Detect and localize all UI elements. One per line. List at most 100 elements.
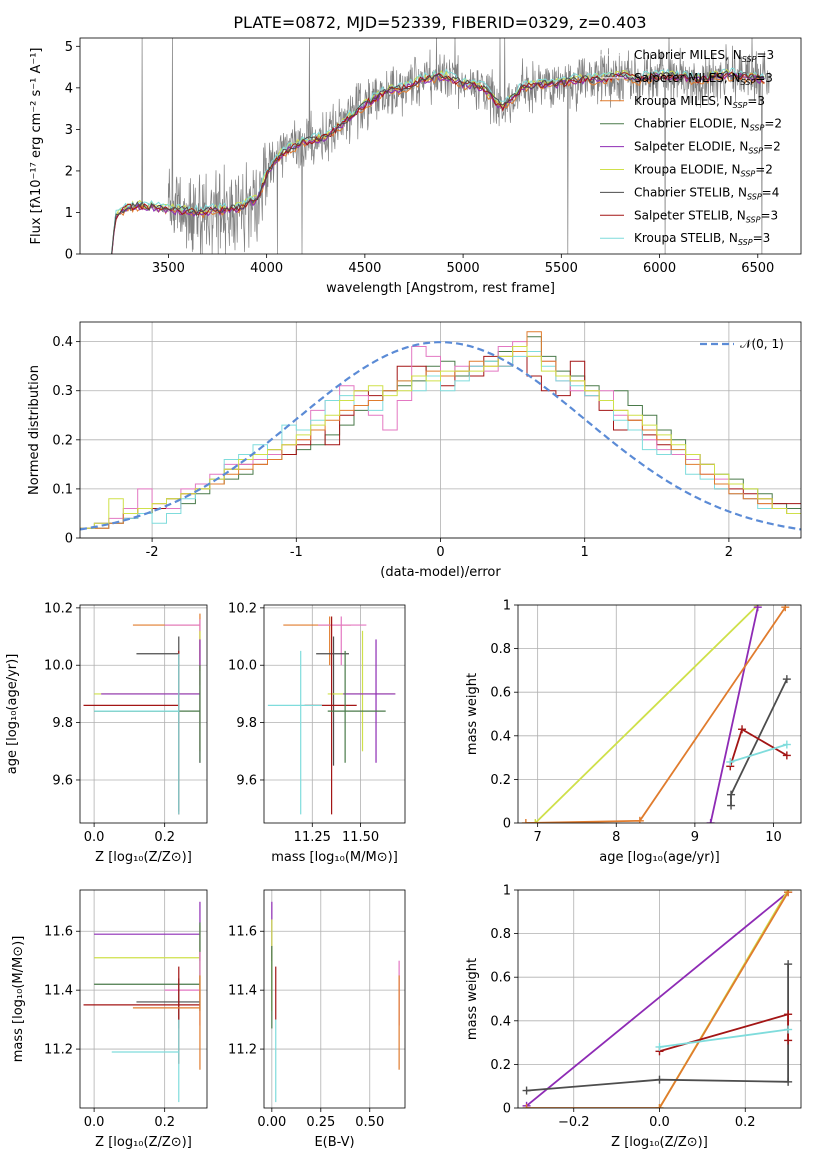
x-axis-label: Z [log₁₀(Z/Z⊙)] bbox=[95, 850, 192, 865]
legend-label: Chabrier STELIB, NSSP=4 bbox=[634, 185, 779, 201]
histogram-steps bbox=[80, 331, 801, 531]
x-tick-label: 0.50 bbox=[355, 1115, 384, 1130]
y-tick-label: 11.4 bbox=[44, 984, 73, 999]
axes-frame bbox=[517, 889, 802, 1109]
y-tick-label: 9.6 bbox=[52, 773, 73, 788]
mass-weight-lines bbox=[522, 890, 793, 1108]
y-tick-label: 9.8 bbox=[52, 716, 73, 731]
y-tick-label: 0.1 bbox=[52, 482, 73, 497]
y-axis-label: mass weight bbox=[465, 958, 480, 1040]
x-axis-label: (data-model)/error bbox=[380, 565, 501, 580]
x-tick-label: 0.2 bbox=[154, 1115, 175, 1130]
axes-frame bbox=[79, 37, 802, 255]
y-tick-label: 2 bbox=[65, 164, 73, 179]
y-tick-label: 9.8 bbox=[236, 716, 257, 731]
mass-weight-line bbox=[730, 678, 788, 806]
legend-label: Salpeter ELODIE, NSSP=2 bbox=[634, 140, 781, 156]
mass-vs-extinction-panel: 0.00 0.25 0.50 11.2 11.4 11.6 E(B-V) bbox=[228, 889, 406, 1150]
y-tick-label: 0.3 bbox=[52, 384, 73, 399]
x-tick-label: 1 bbox=[581, 545, 589, 560]
y-tick-label: 0.4 bbox=[52, 335, 73, 350]
y-tick-label: 3 bbox=[65, 123, 73, 138]
axes-frame bbox=[79, 321, 802, 539]
mass-weight-line bbox=[659, 1028, 789, 1048]
axes-frame bbox=[263, 604, 406, 824]
axes-frame bbox=[517, 604, 802, 824]
model-salpeter-elodie-line bbox=[111, 71, 765, 254]
grid-lines bbox=[518, 889, 801, 1109]
x-tick-label: 4500 bbox=[348, 261, 381, 276]
errorbars bbox=[267, 616, 396, 815]
spectrum-legend: Chabrier MILES, NSSP=3 Salpeter MILES, NS… bbox=[600, 48, 782, 247]
y-tick-label: 0 bbox=[65, 248, 73, 263]
age-vs-metallicity-panel: 0.0 0.2 9.6 9.8 10.0 10.2 Z [log₁₀(Z/Z⊙)] age [… bbox=[5, 601, 208, 865]
mass-weight-line bbox=[526, 964, 789, 1092]
x-tick-label: −0.2 bbox=[558, 1115, 590, 1130]
x-tick-label: 6500 bbox=[741, 261, 774, 276]
x-tick-label: 11.25 bbox=[294, 830, 331, 845]
legend-label: Kroupa ELODIE, NSSP=2 bbox=[634, 163, 773, 179]
y-tick-label: 11.2 bbox=[44, 1043, 73, 1058]
grid-lines bbox=[264, 890, 405, 1108]
errorbars bbox=[271, 901, 400, 1103]
x-tick-label: 0.0 bbox=[649, 1115, 670, 1130]
y-tick-label: 0.2 bbox=[52, 433, 73, 448]
y-tick-label: 11.4 bbox=[228, 984, 257, 999]
grid-lines bbox=[264, 605, 405, 823]
x-tick-label: 0.0 bbox=[84, 1115, 105, 1130]
x-tick-label: 0.2 bbox=[154, 830, 175, 845]
errorbars bbox=[83, 613, 201, 815]
y-axis-label: Normed distribution bbox=[27, 365, 42, 495]
mass-weight-line bbox=[526, 891, 789, 1108]
y-tick-label: 0.8 bbox=[490, 642, 511, 657]
y-tick-label: 10.0 bbox=[44, 659, 73, 674]
mass-weight-vs-metallicity-panel: −0.2 0.0 0.2 0 0.2 0.4 0.6 0.8 1 Z [log₁₀(Z/Z⊙)] m… bbox=[465, 884, 802, 1150]
y-tick-label: 11.2 bbox=[228, 1043, 257, 1058]
x-axis-label: age [log₁₀(age/yr)] bbox=[599, 850, 720, 865]
mass-weight-line bbox=[709, 607, 759, 823]
x-tick-label: 0 bbox=[436, 545, 444, 560]
x-tick-label: 0.25 bbox=[306, 1115, 335, 1130]
model-chabrier-stelib-line bbox=[111, 70, 765, 254]
residual-histogram-panel: -2 -1 0 1 2 0 0.1 0.2 0.3 0.4 (data-model)/error No… bbox=[27, 321, 802, 580]
mass-weight-line bbox=[534, 605, 759, 823]
axes-frame bbox=[79, 889, 208, 1109]
legend-label: Kroupa MILES, NSSP=3 bbox=[634, 94, 765, 110]
legend-label: Chabrier ELODIE, NSSP=2 bbox=[634, 117, 782, 133]
histogram-series-step bbox=[80, 346, 801, 529]
y-tick-label: 1 bbox=[503, 599, 511, 614]
errorbars bbox=[83, 901, 201, 1103]
x-tick-label: 0.2 bbox=[735, 1115, 756, 1130]
y-tick-label: 4 bbox=[65, 81, 73, 96]
x-tick-label: 7 bbox=[534, 830, 542, 845]
axes-frame bbox=[263, 889, 406, 1109]
legend-label: Chabrier MILES, NSSP=3 bbox=[634, 48, 774, 64]
observed-spectrum-line bbox=[111, 38, 770, 254]
x-tick-label: 5000 bbox=[447, 261, 480, 276]
spectrum-lines bbox=[110, 38, 770, 254]
y-tick-label: 1 bbox=[65, 206, 73, 221]
x-tick-label: 11.50 bbox=[342, 830, 379, 845]
y-tick-label: 1 bbox=[503, 884, 511, 899]
y-tick-label: 0 bbox=[503, 817, 511, 832]
mass-weight-vs-age-panel: 7 8 9 10 0 0.2 0.4 0.6 0.8 1 age [log₁₀(age/yr)] ma… bbox=[465, 599, 802, 865]
y-tick-label: 9.6 bbox=[236, 773, 257, 788]
grid-lines bbox=[80, 890, 207, 1108]
x-axis-label: wavelength [Angstrom, rest frame] bbox=[326, 281, 555, 296]
x-axis-label: Z [log₁₀(Z/Z⊙)] bbox=[611, 1135, 708, 1150]
mass-weight-line bbox=[525, 606, 787, 823]
axes-frame bbox=[79, 604, 208, 824]
y-tick-label: 0.8 bbox=[490, 927, 511, 942]
x-tick-label: 3500 bbox=[152, 261, 185, 276]
x-tick-label: 6000 bbox=[643, 261, 676, 276]
x-tick-label: 5500 bbox=[545, 261, 578, 276]
x-tick-label: -1 bbox=[290, 545, 303, 560]
y-axis-label: age [log₁₀(age/yr)] bbox=[5, 654, 20, 775]
spectrum-panel: 3500 4000 4500 5000 5500 6000 6500 0 1 2 3 4 5 wavele… bbox=[29, 37, 802, 296]
y-tick-label: 0.2 bbox=[490, 773, 511, 788]
y-tick-label: 10.2 bbox=[44, 601, 73, 616]
y-tick-label: 0.4 bbox=[490, 1014, 511, 1029]
y-tick-label: 0 bbox=[503, 1102, 511, 1117]
legend-label: Salpeter STELIB, NSSP=3 bbox=[634, 208, 778, 224]
